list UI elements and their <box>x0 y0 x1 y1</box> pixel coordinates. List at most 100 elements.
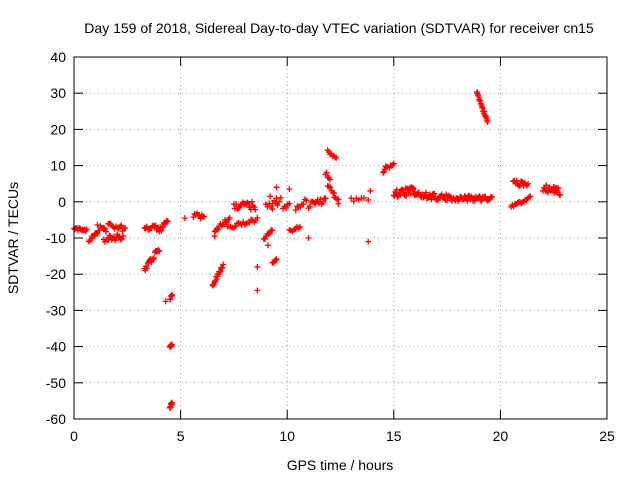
y-tick-label: -60 <box>46 411 66 427</box>
data-point <box>223 219 230 226</box>
data-point <box>169 399 176 406</box>
y-tick-label: -10 <box>46 230 66 246</box>
data-point <box>155 247 162 254</box>
x-tick-label: 10 <box>279 428 295 444</box>
data-point <box>272 257 279 264</box>
data-point <box>201 213 208 220</box>
data-point <box>300 201 307 208</box>
data-point <box>102 228 109 235</box>
data-point <box>286 200 293 207</box>
y-tick-label: 40 <box>50 49 66 65</box>
data-point <box>162 298 169 305</box>
data-point <box>303 197 310 204</box>
data-point <box>261 235 268 242</box>
data-point <box>286 186 293 193</box>
axis-ticks <box>73 56 608 420</box>
data-point <box>118 222 125 229</box>
y-tick-label: 0 <box>58 194 66 210</box>
data-points <box>71 88 564 411</box>
data-point <box>220 261 227 268</box>
data-point <box>296 223 303 230</box>
data-point <box>164 218 171 225</box>
data-point <box>120 233 127 240</box>
x-axis-label: GPS time / hours <box>287 457 394 473</box>
data-point <box>169 341 176 348</box>
data-point <box>365 196 372 203</box>
data-point <box>117 236 124 243</box>
data-point <box>292 207 299 214</box>
y-tick-label: -30 <box>46 302 66 318</box>
x-tick-label: 5 <box>177 428 185 444</box>
data-point <box>525 180 532 187</box>
x-tick-label: 20 <box>493 428 509 444</box>
data-point <box>94 230 101 237</box>
data-point <box>557 192 564 199</box>
data-point <box>410 185 417 192</box>
data-point <box>365 238 372 245</box>
data-point <box>215 226 222 233</box>
y-tick-label: 30 <box>50 85 66 101</box>
data-point <box>254 287 261 294</box>
data-point <box>169 291 176 298</box>
data-point <box>488 194 495 201</box>
y-tick-labels: -60 -50 -40 -30 -20 -10 0 10 20 30 40 <box>46 49 66 427</box>
data-point <box>158 227 165 234</box>
x-tick-label: 25 <box>599 428 615 444</box>
data-point <box>484 119 491 126</box>
data-point <box>335 200 342 207</box>
data-point <box>254 214 261 221</box>
x-tick-label: 0 <box>70 428 78 444</box>
chart-title: Day 159 of 2018, Sidereal Day-to-day VTE… <box>84 20 594 36</box>
data-point <box>367 187 374 194</box>
data-point <box>319 199 326 206</box>
data-point <box>276 198 283 205</box>
data-point <box>407 190 414 197</box>
data-point <box>83 226 90 233</box>
data-point <box>101 225 108 232</box>
data-point <box>555 185 562 192</box>
data-point <box>265 231 272 238</box>
data-point <box>265 242 272 249</box>
data-point <box>273 184 280 191</box>
plot-frame <box>73 56 608 420</box>
data-point <box>323 169 330 176</box>
data-point <box>398 186 405 193</box>
data-point <box>245 200 252 207</box>
data-point <box>518 178 525 185</box>
data-point <box>273 255 280 262</box>
y-tick-label: -50 <box>46 375 66 391</box>
data-point <box>465 192 472 199</box>
data-point <box>151 223 158 230</box>
data-point <box>156 248 163 255</box>
y-axis-label: SDTVAR / TECUs <box>5 182 21 294</box>
data-point <box>233 201 240 208</box>
data-point <box>283 205 290 212</box>
data-point <box>390 160 397 167</box>
data-point <box>244 199 251 206</box>
data-point <box>211 233 218 240</box>
data-point <box>431 190 438 197</box>
data-point <box>325 183 332 190</box>
data-point <box>213 276 220 283</box>
grid <box>74 57 607 419</box>
data-point <box>150 256 157 263</box>
data-point <box>380 169 387 176</box>
data-point <box>267 193 274 200</box>
data-point <box>269 206 276 213</box>
data-point <box>544 188 551 195</box>
data-point <box>248 198 255 205</box>
data-point <box>273 195 280 202</box>
data-point <box>322 195 329 202</box>
data-point <box>218 265 225 272</box>
data-point <box>333 154 340 161</box>
data-point <box>423 189 430 196</box>
data-point <box>112 237 119 244</box>
y-tick-label: 10 <box>50 158 66 174</box>
data-point <box>252 206 259 213</box>
data-point <box>143 265 150 272</box>
data-point <box>235 205 242 212</box>
data-point <box>217 269 224 276</box>
data-point <box>181 215 188 222</box>
data-point <box>403 192 410 199</box>
